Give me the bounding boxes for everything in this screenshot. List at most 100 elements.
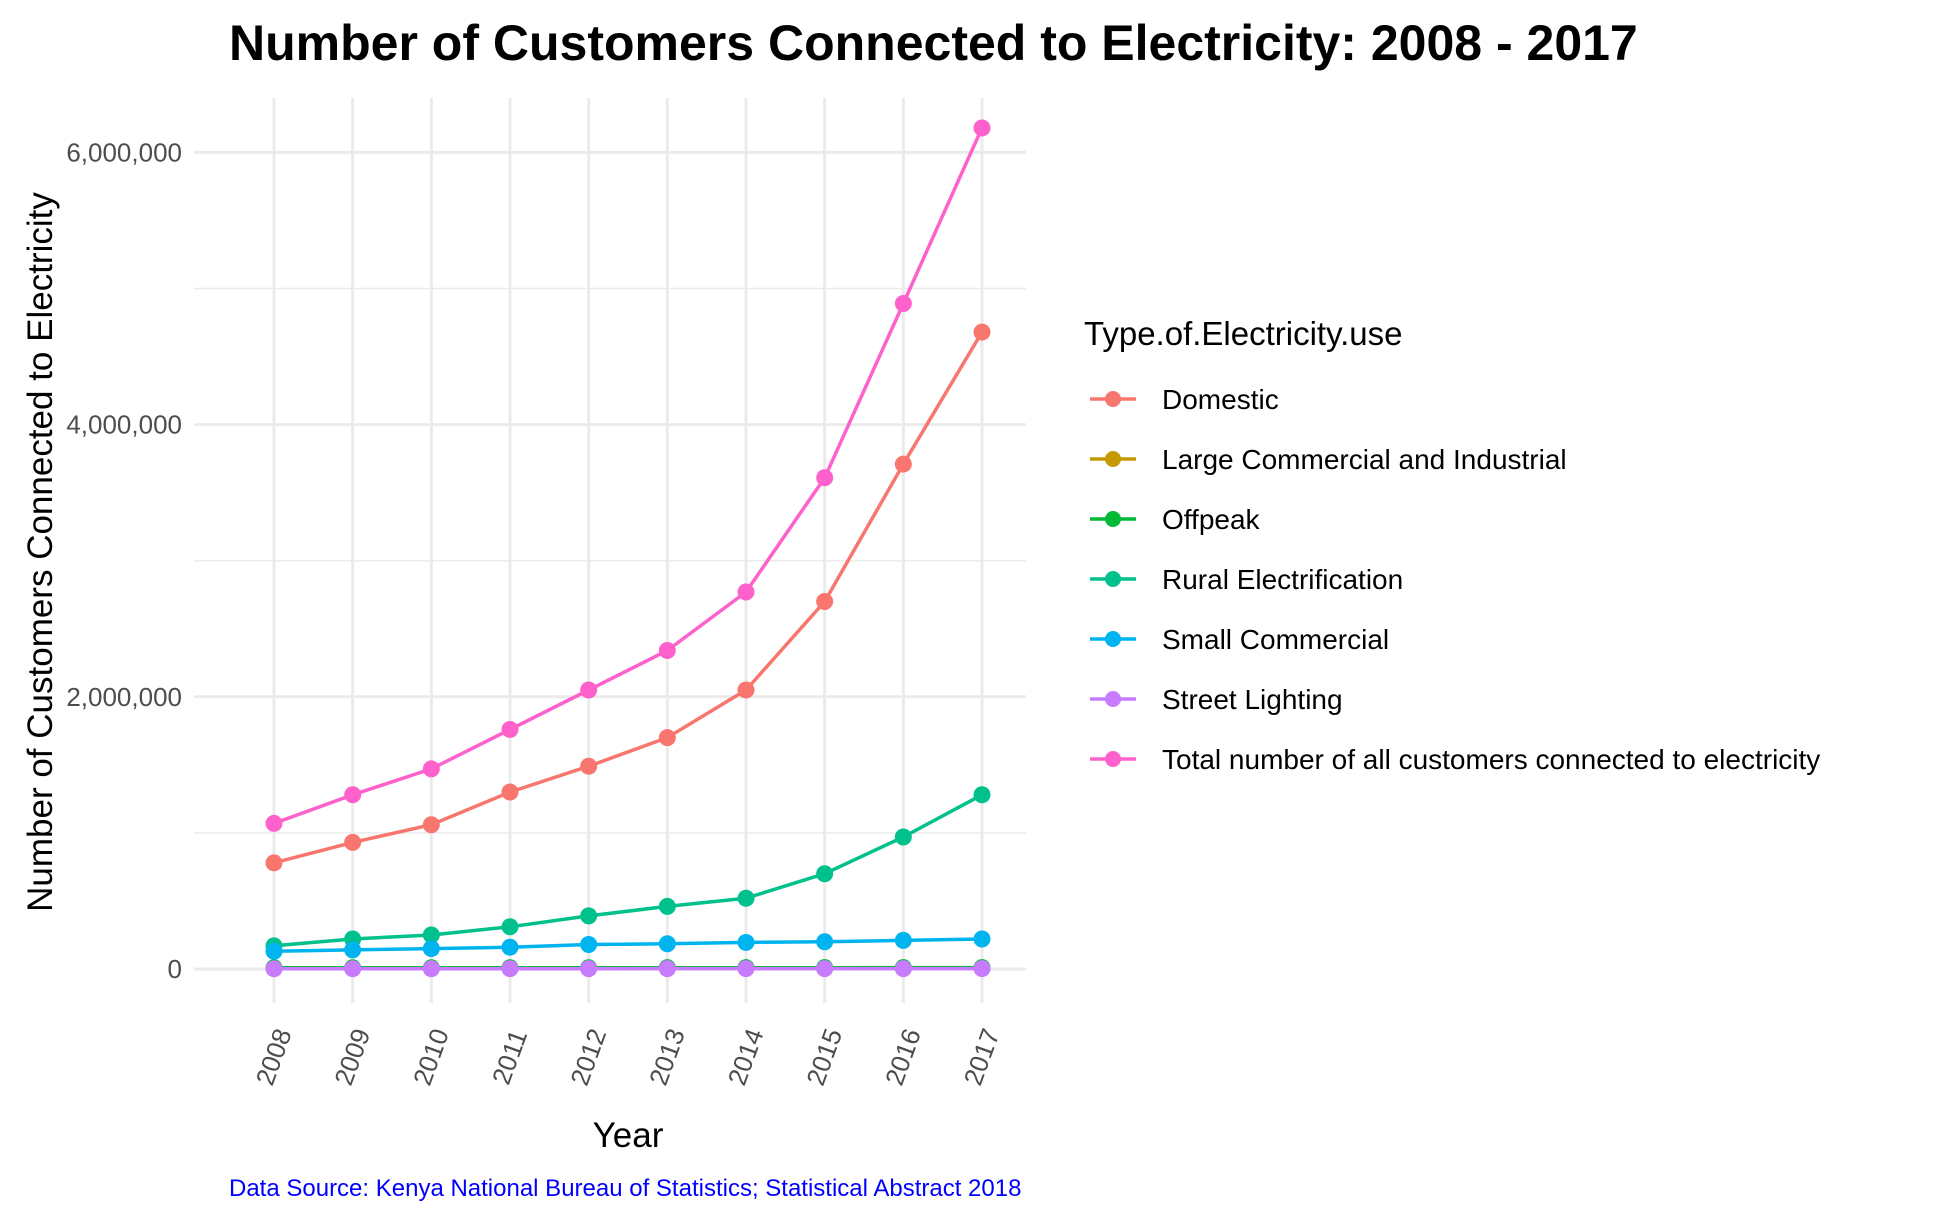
series-line xyxy=(273,127,984,826)
series xyxy=(265,119,991,832)
x-tick-label: 2013 xyxy=(643,1025,691,1090)
legend-key-point xyxy=(1105,571,1121,587)
x-axis-ticks: 2008 2009 2010 2011 2012 2013 2014 2015 2016 2017 xyxy=(250,1025,1006,1090)
data-point xyxy=(894,931,912,949)
data-point xyxy=(894,828,912,846)
legend-label: Total number of all customers connected … xyxy=(1162,744,1820,775)
y-tick-label: 2,000,000 xyxy=(66,682,182,712)
data-point xyxy=(344,941,362,959)
legend-title: Type.of.Electricity.use xyxy=(1084,315,1403,352)
data-point xyxy=(580,757,598,775)
legend-key-point xyxy=(1105,751,1121,767)
chart-title: Number of Customers Connected to Electri… xyxy=(229,15,1638,71)
data-point xyxy=(658,729,676,747)
x-tick-label: 2008 xyxy=(250,1025,298,1090)
x-tick-label: 2011 xyxy=(486,1026,533,1089)
legend-label: Large Commercial and Industrial xyxy=(1162,444,1567,475)
series-line xyxy=(273,331,984,865)
data-point xyxy=(973,323,991,341)
legend-key-point xyxy=(1105,631,1121,647)
data-point xyxy=(816,593,834,611)
legend-key-point xyxy=(1105,511,1121,527)
legend-label: Domestic xyxy=(1162,384,1279,415)
y-axis-title: Number of Customers Connected to Electri… xyxy=(21,192,60,912)
grid xyxy=(194,98,1026,1003)
legend-label: Street Lighting xyxy=(1162,684,1343,715)
x-tick-label: 2012 xyxy=(564,1025,612,1090)
series xyxy=(265,323,991,872)
x-tick-label: 2010 xyxy=(407,1025,455,1090)
data-point xyxy=(344,786,362,804)
data-point xyxy=(973,960,991,978)
data-point xyxy=(816,933,834,951)
data-point xyxy=(737,583,755,601)
data-point xyxy=(973,930,991,948)
legend-item: Offpeak xyxy=(1090,504,1261,535)
series xyxy=(265,960,991,978)
data-point xyxy=(658,935,676,953)
x-tick-label: 2017 xyxy=(958,1025,1006,1090)
series-line xyxy=(273,793,983,948)
legend-item: Domestic xyxy=(1090,384,1279,415)
series-line xyxy=(273,937,983,954)
series xyxy=(265,930,991,960)
legend-item: Rural Electrification xyxy=(1090,564,1403,595)
y-axis-ticks: 0 2,000,000 4,000,000 6,000,000 xyxy=(66,137,182,984)
data-point xyxy=(422,816,440,834)
data-point xyxy=(422,960,440,978)
data-point xyxy=(816,469,834,487)
x-tick-label: 2009 xyxy=(328,1025,376,1090)
legend-items: Domestic Large Commercial and Industrial O… xyxy=(1090,384,1820,775)
data-point xyxy=(265,960,283,978)
data-point xyxy=(737,933,755,951)
legend-key-point xyxy=(1105,451,1121,467)
legend-item: Total number of all customers connected … xyxy=(1090,744,1820,775)
data-point xyxy=(658,897,676,915)
data-point xyxy=(344,833,362,851)
legend: Type.of.Electricity.use Domestic Large Co… xyxy=(1084,315,1820,775)
data-point xyxy=(894,455,912,473)
data-point xyxy=(894,960,912,978)
y-tick-label: 6,000,000 xyxy=(66,137,182,167)
y-tick-label: 4,000,000 xyxy=(66,410,182,440)
legend-label: Offpeak xyxy=(1162,504,1261,535)
data-point xyxy=(501,938,519,956)
data-point xyxy=(658,642,676,660)
legend-key-point xyxy=(1105,391,1121,407)
data-point xyxy=(422,940,440,958)
data-point xyxy=(816,865,834,883)
data-point xyxy=(894,294,912,312)
legend-item: Small Commercial xyxy=(1090,624,1389,655)
data-point xyxy=(265,814,283,832)
chart-caption: Data Source: Kenya National Bureau of St… xyxy=(229,1175,1021,1202)
data-point xyxy=(973,119,991,137)
data-point xyxy=(580,935,598,953)
legend-label: Rural Electrification xyxy=(1162,564,1403,595)
x-tick-label: 2015 xyxy=(800,1025,848,1090)
data-point xyxy=(580,681,598,699)
data-point xyxy=(580,907,598,925)
data-point xyxy=(501,918,519,936)
series-lines xyxy=(265,119,991,978)
x-tick-label: 2014 xyxy=(722,1025,770,1090)
x-axis-title: Year xyxy=(593,1116,664,1155)
y-tick-label: 0 xyxy=(168,954,182,984)
legend-item: Street Lighting xyxy=(1090,684,1343,715)
data-point xyxy=(580,960,598,978)
data-point xyxy=(501,960,519,978)
data-point xyxy=(737,889,755,907)
data-point xyxy=(816,960,834,978)
x-tick-label: 2016 xyxy=(879,1025,927,1090)
data-point xyxy=(737,681,755,699)
data-point xyxy=(422,926,440,944)
legend-label: Small Commercial xyxy=(1162,624,1389,655)
data-point xyxy=(265,942,283,960)
series xyxy=(265,786,991,955)
data-point xyxy=(737,960,755,978)
data-point xyxy=(422,760,440,778)
legend-key-point xyxy=(1105,691,1121,707)
data-point xyxy=(344,960,362,978)
data-point xyxy=(658,960,676,978)
legend-item: Large Commercial and Industrial xyxy=(1090,444,1567,475)
